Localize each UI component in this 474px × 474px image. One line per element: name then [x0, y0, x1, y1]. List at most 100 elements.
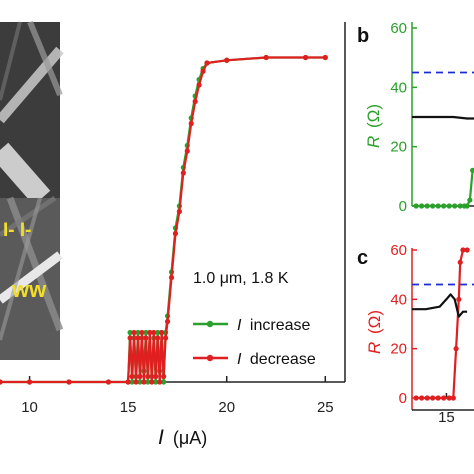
panel-b-y-tick-label: 20 [390, 139, 407, 156]
legend-text-increase: increase [250, 317, 311, 334]
panel-a-series-0-point [137, 379, 143, 385]
panel-a-series-1-point [149, 379, 155, 385]
panel-a-series-1-point [263, 54, 269, 61]
panel-c-series-0-point [453, 346, 459, 352]
panel-c-series-0-point [450, 395, 456, 401]
panel-a-series-1-point [26, 379, 33, 385]
panel-b-letter: b [357, 25, 369, 47]
legend-text-decrease: decrease [250, 351, 316, 368]
panel-c-y-tick-label: 40 [390, 291, 407, 308]
panel-c-series-0-point [430, 395, 436, 401]
panel-c-series-0-point [435, 395, 441, 401]
panel-c-series-0-line [416, 248, 468, 400]
panel-a-annotation: 1.0 μm, 1.8 K [193, 270, 289, 287]
panel-c-series-0-point [424, 395, 430, 401]
panel-c-series-0-point [441, 395, 447, 401]
panel-b-series-0-point [441, 203, 447, 209]
panel-c-series-0-point [413, 395, 419, 401]
panel-c-y-label: R (Ω) [365, 310, 384, 354]
x-label-symbol: I [158, 426, 164, 449]
legend-item-decrease: I decrease [193, 351, 316, 368]
panel-a-series-1-point [153, 373, 159, 380]
panel-b-series-0-point [470, 167, 474, 173]
panel-a-series-1-point [0, 379, 3, 385]
sem-inset-top [0, 20, 64, 206]
panel-b-series-0-point [452, 203, 458, 209]
panel-a-series-1-point [224, 57, 230, 63]
panel-a-series-1-point [196, 82, 202, 88]
panel-a-series-0-point [153, 379, 159, 385]
panel-a-series-0-point [143, 329, 149, 336]
panel-b-series-0-point [435, 203, 441, 209]
panel-a-series-1-point [145, 373, 151, 380]
panel-c-series-0-point [460, 247, 466, 253]
panel-b-y-tick-label: 40 [390, 79, 407, 96]
x-label-unit: (μA) [173, 428, 207, 448]
panel-a-x-tick-label: 10 [21, 399, 38, 416]
panel-a-series-0-point [127, 329, 133, 336]
panel-a-series-1-point [164, 318, 171, 325]
panel-a-series-1-point [129, 373, 135, 380]
panel-a-series-1-point [192, 98, 198, 105]
sem-inset-bottom: I- I- ww [0, 195, 64, 360]
panel-b-series-0-point [413, 203, 419, 209]
panel-a-series-1-point [131, 329, 137, 336]
panel-a-series-1-point [139, 329, 145, 336]
panel-b-series-0-point [467, 197, 473, 203]
inset-label-top: I- I- [3, 220, 32, 241]
panel-c-y-label-unit: (Ω) [365, 310, 384, 334]
panel-b-series-0-point [430, 203, 436, 209]
panel-a-series-1-point [105, 379, 112, 385]
panel-b-series-0-point [446, 203, 452, 209]
panel-c-y-label-symbol: R [365, 342, 384, 354]
panel-c-y-tick-label: 0 [399, 390, 407, 407]
panel-b-series-0-line [416, 170, 474, 208]
panel-b-series-0-point [419, 203, 425, 209]
svg-text:I increase: I increase [237, 317, 310, 334]
panel-b-y-tick-label: 0 [399, 198, 407, 215]
panel-a-series-1-point [127, 335, 133, 341]
panel-a-series-1-point [322, 54, 328, 61]
panel-a-series-1-point [125, 379, 131, 385]
panel-a-series-1-point [302, 54, 309, 61]
panel-b: b R (Ω) 0 20 40 60 [357, 20, 474, 215]
panel-a-series-1-point [204, 60, 210, 66]
panel-b-series-0-point [424, 203, 430, 209]
panel-a-series-0-point [155, 329, 161, 336]
panel-a-series-1-point [159, 329, 165, 336]
panel-a-x-tick-label: 25 [317, 399, 334, 416]
panel-b-y-label: R (Ω) [364, 104, 383, 148]
panel-c-series-0-point [456, 296, 462, 302]
panel-a-series-1-point [133, 379, 139, 385]
panel-a-series-1-point [168, 274, 175, 281]
legend-symbol-decrease: I [237, 351, 242, 368]
panel-a-x-label: I (μA) [158, 426, 207, 449]
legend-symbol-increase: I [237, 317, 242, 334]
panel-a-series-1-point [188, 120, 194, 127]
panel-a-series-1-point [184, 148, 190, 154]
inset-label-bottom: ww [11, 277, 47, 302]
panel-a-series-0-point [145, 379, 151, 385]
panel-a-series-1-point [163, 335, 169, 341]
panel-a-series-1-point [143, 335, 149, 341]
panel-b-y-tick-label: 60 [390, 20, 407, 37]
panel-b-series-0-point [464, 203, 470, 209]
panel-c-series-0-point [457, 259, 463, 265]
panel-a-series-1-point [151, 329, 157, 336]
panel-a-series-1-point [141, 379, 147, 385]
panel-a-series-0-point [129, 379, 135, 385]
panel-a-series-1-point [161, 373, 167, 380]
panel-b-y-label-unit: (Ω) [364, 104, 383, 128]
panel-a-series-0-point [161, 379, 167, 385]
panel-a-series-1-point [200, 68, 206, 74]
panel-a-series-1-point [66, 379, 72, 385]
panel-a-x-tick-label: 15 [120, 399, 137, 416]
legend-item-increase: I increase [193, 317, 310, 334]
panel-a-series-1-point [180, 170, 186, 176]
panel-a-series-1-point [137, 373, 143, 380]
panel-a-series-1-point [172, 230, 179, 237]
panel-c-series-0-point [446, 395, 452, 401]
panel-a-series-1-point [155, 335, 161, 341]
panel-a-series-1-point [176, 208, 182, 215]
legend: I increase I decrease [193, 317, 316, 368]
